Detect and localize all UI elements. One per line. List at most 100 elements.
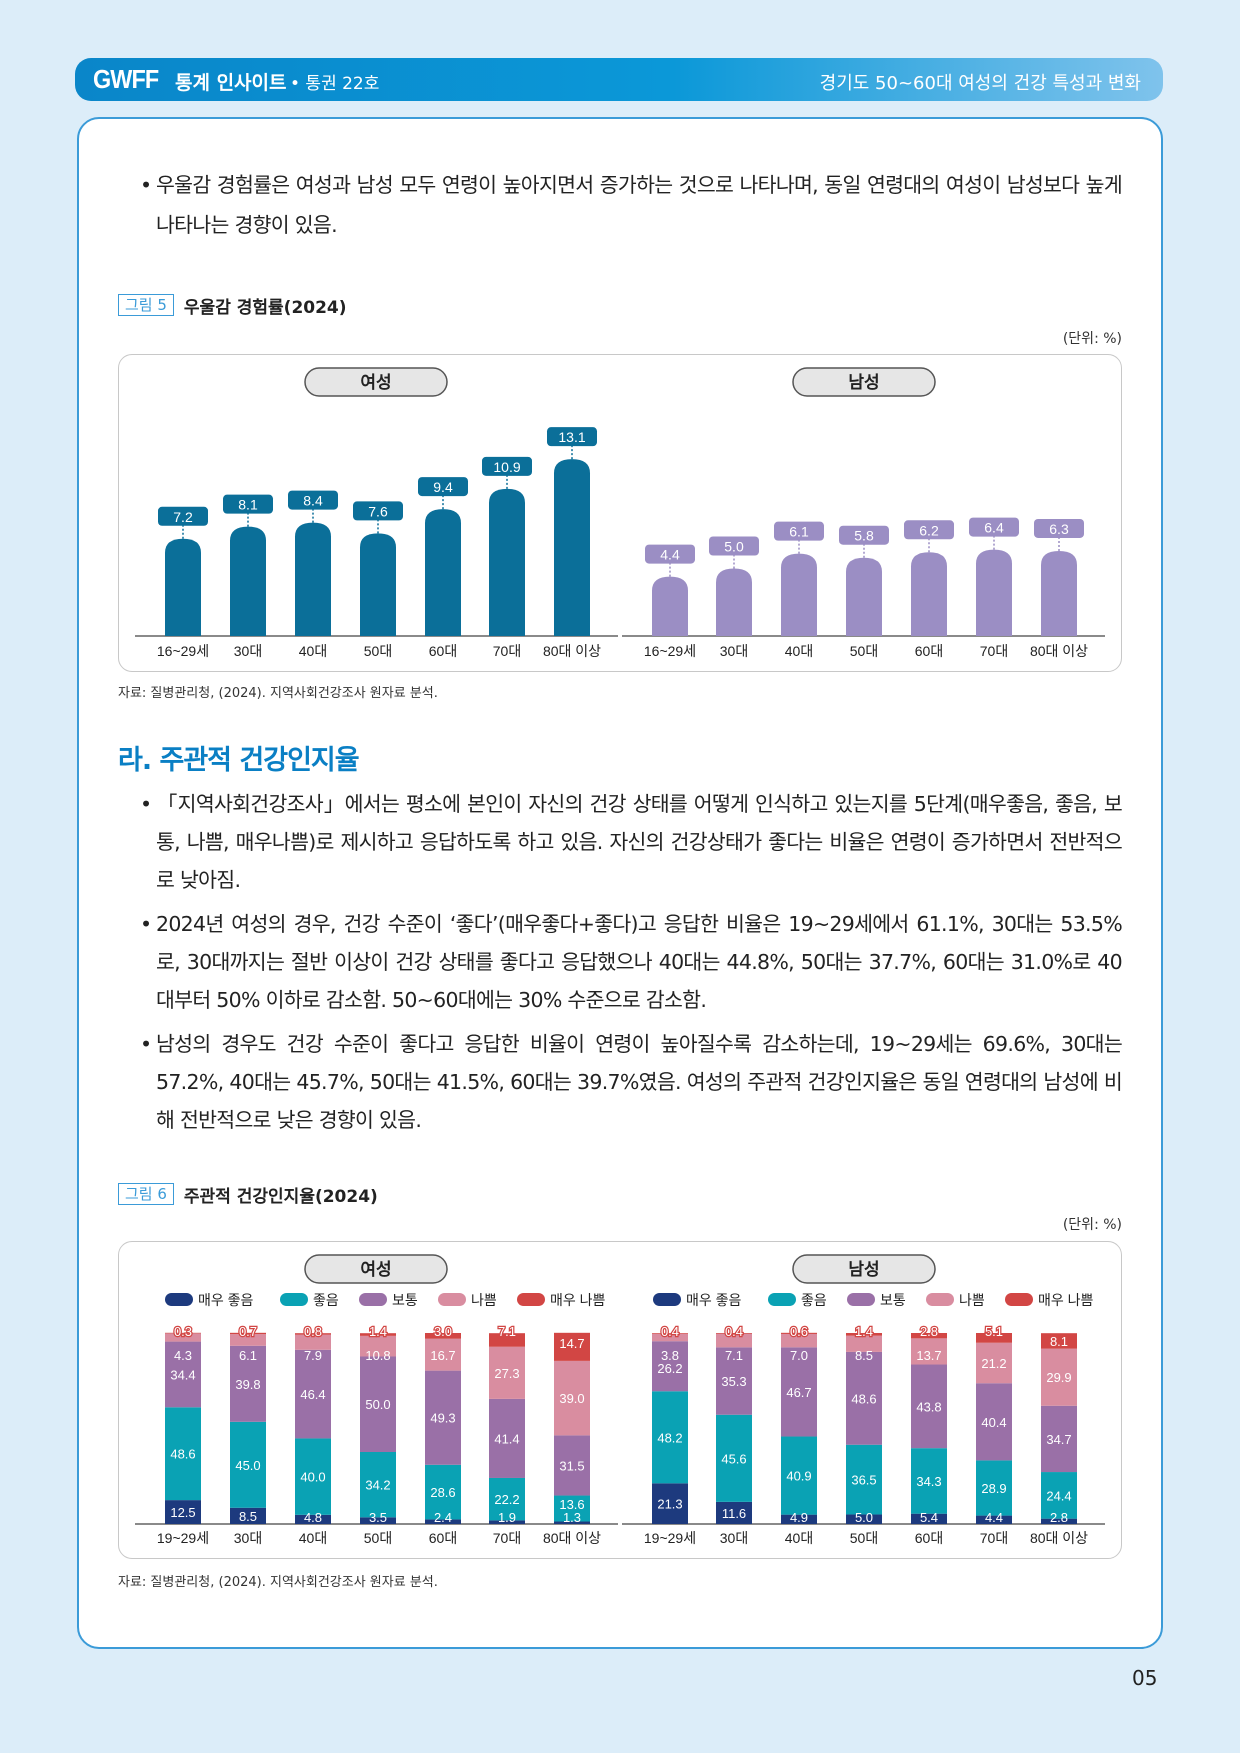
bar-segment xyxy=(652,1333,688,1334)
segment-label: 39.8 xyxy=(235,1377,260,1392)
data-label-box xyxy=(709,536,759,556)
bar-segment xyxy=(425,1464,461,1520)
legend-label: 매우 나쁨 xyxy=(550,1292,606,1308)
x-tick-label: 80대 이상 xyxy=(543,643,601,659)
x-tick-label: 19~29세 xyxy=(157,1530,209,1546)
bar-segment xyxy=(425,1338,461,1371)
bar xyxy=(165,538,201,636)
x-tick-label: 30대 xyxy=(720,643,748,659)
segment-label: 0.7 xyxy=(239,1324,257,1339)
segment-label: 49.3 xyxy=(430,1411,455,1426)
bar-segment xyxy=(652,1483,688,1524)
segment-label: 34.2 xyxy=(365,1478,390,1493)
bar-segment xyxy=(716,1501,752,1524)
bar-segment xyxy=(165,1333,201,1342)
segment-label: 2.8 xyxy=(1050,1510,1068,1525)
segment-label: 0.6 xyxy=(790,1324,808,1339)
x-tick-label: 70대 xyxy=(980,643,1008,659)
bullet-text: 남성의 경우도 건강 수준이 좋다고 응답한 비율이 연령이 높아질수록 감소하… xyxy=(156,1032,1123,1132)
legend-label: 매우 나쁨 xyxy=(1038,1292,1094,1308)
bar-segment xyxy=(1041,1348,1077,1406)
bar xyxy=(976,549,1012,636)
bar-segment xyxy=(360,1451,396,1518)
legend-swatch xyxy=(280,1293,308,1306)
document-title: 경기도 50~60대 여성의 건강 특성과 변화 xyxy=(819,73,1141,94)
bar xyxy=(911,552,947,636)
segment-label: 40.0 xyxy=(300,1470,325,1485)
segment-label: 1.3 xyxy=(563,1510,581,1525)
x-tick-label: 50대 xyxy=(364,643,392,659)
bar-segment xyxy=(781,1333,817,1348)
bar-segment xyxy=(652,1333,688,1342)
data-label: 5.0 xyxy=(724,539,744,555)
segment-label: 41.4 xyxy=(494,1431,519,1446)
segment-label: 31.5 xyxy=(559,1458,584,1473)
segment-label: 1.4 xyxy=(855,1324,873,1339)
figure-title: 우울감 경험률(2024) xyxy=(183,297,347,318)
data-label: 7.6 xyxy=(368,503,388,519)
segment-label: 45.0 xyxy=(235,1458,260,1473)
segment-label: 0.3 xyxy=(174,1324,192,1339)
bar-segment xyxy=(295,1438,331,1515)
bar-segment xyxy=(1041,1333,1077,1349)
data-label: 5.8 xyxy=(854,528,874,544)
bar xyxy=(846,557,882,636)
data-label-box xyxy=(774,521,824,541)
bar-segment xyxy=(554,1435,590,1496)
bullet-text: 우울감 경험률은 여성과 남성 모두 연령이 높아지면서 증가하는 것으로 나타… xyxy=(156,173,1123,237)
x-tick-label: 60대 xyxy=(429,1530,457,1546)
segment-label: 35.3 xyxy=(721,1374,746,1389)
bar-segment xyxy=(554,1332,590,1361)
pill-background xyxy=(792,367,936,397)
bar-segment xyxy=(781,1436,817,1515)
x-tick-label: 30대 xyxy=(234,1530,262,1546)
segment-label: 5.1 xyxy=(985,1324,1003,1339)
segment-label: 22.2 xyxy=(494,1492,519,1507)
bar-segment xyxy=(230,1345,266,1422)
bar-segment xyxy=(554,1521,590,1524)
panel-title: 남성 xyxy=(848,373,879,392)
bar-segment xyxy=(360,1517,396,1524)
x-tick-label: 50대 xyxy=(850,1530,878,1546)
x-tick-label: 30대 xyxy=(234,643,262,659)
panel-title-pill: 남성 xyxy=(792,1254,936,1284)
bar-segment xyxy=(846,1351,882,1445)
panel-title-pill: 남성 xyxy=(792,367,936,397)
legend-swatch xyxy=(653,1293,681,1306)
bar xyxy=(716,568,752,636)
figure6-unit: (단위: %) xyxy=(1062,1217,1122,1233)
data-label: 6.3 xyxy=(1049,521,1069,537)
data-label-box xyxy=(353,501,403,521)
section-bullet: • 2024년 여성의 경우, 건강 수준이 ‘좋다’(매우좋다+좋다)고 응답한… xyxy=(140,912,1123,1012)
pill-background xyxy=(792,1254,936,1284)
bar xyxy=(652,576,688,636)
x-tick-label: 80대 이상 xyxy=(1030,1530,1088,1546)
data-label-box xyxy=(288,490,338,510)
bar xyxy=(554,459,590,636)
data-label: 10.9 xyxy=(493,459,520,475)
legend-label: 나쁨 xyxy=(471,1292,497,1308)
segment-label: 21.3 xyxy=(657,1497,682,1512)
data-label: 6.4 xyxy=(984,520,1004,536)
bar-segment xyxy=(846,1335,882,1352)
segment-label: 13.6 xyxy=(559,1497,584,1512)
segment-label: 26.2 xyxy=(657,1361,682,1376)
bar-segment xyxy=(230,1332,266,1335)
bar-segment xyxy=(652,1391,688,1484)
figure5-label: 그림 5 우울감 경험률(2024) xyxy=(118,293,1122,318)
x-tick-label: 40대 xyxy=(785,1530,813,1546)
panel-title: 남성 xyxy=(848,1260,879,1279)
data-label-box xyxy=(969,517,1019,537)
header-bar: GWFF 통계 인사이트 • 통권 22호 경기도 50~60대 여성의 건강 … xyxy=(75,58,1163,101)
bar-segment xyxy=(165,1341,201,1408)
bar-segment xyxy=(360,1335,396,1357)
bar-segment xyxy=(360,1356,396,1452)
segment-label: 36.5 xyxy=(851,1473,876,1488)
bar-segment xyxy=(716,1333,752,1334)
x-tick-label: 60대 xyxy=(429,643,457,659)
bar-segment xyxy=(976,1383,1012,1461)
legend: 매우 좋음 좋음 보통 나쁨 매우 나쁨 xyxy=(653,1292,1094,1308)
x-tick-label: 16~29세 xyxy=(644,643,696,659)
bar-segment xyxy=(1041,1405,1077,1473)
section-bullet: • 남성의 경우도 건강 수준이 좋다고 응답한 비율이 연령이 높아질수록 감소… xyxy=(140,1032,1123,1132)
